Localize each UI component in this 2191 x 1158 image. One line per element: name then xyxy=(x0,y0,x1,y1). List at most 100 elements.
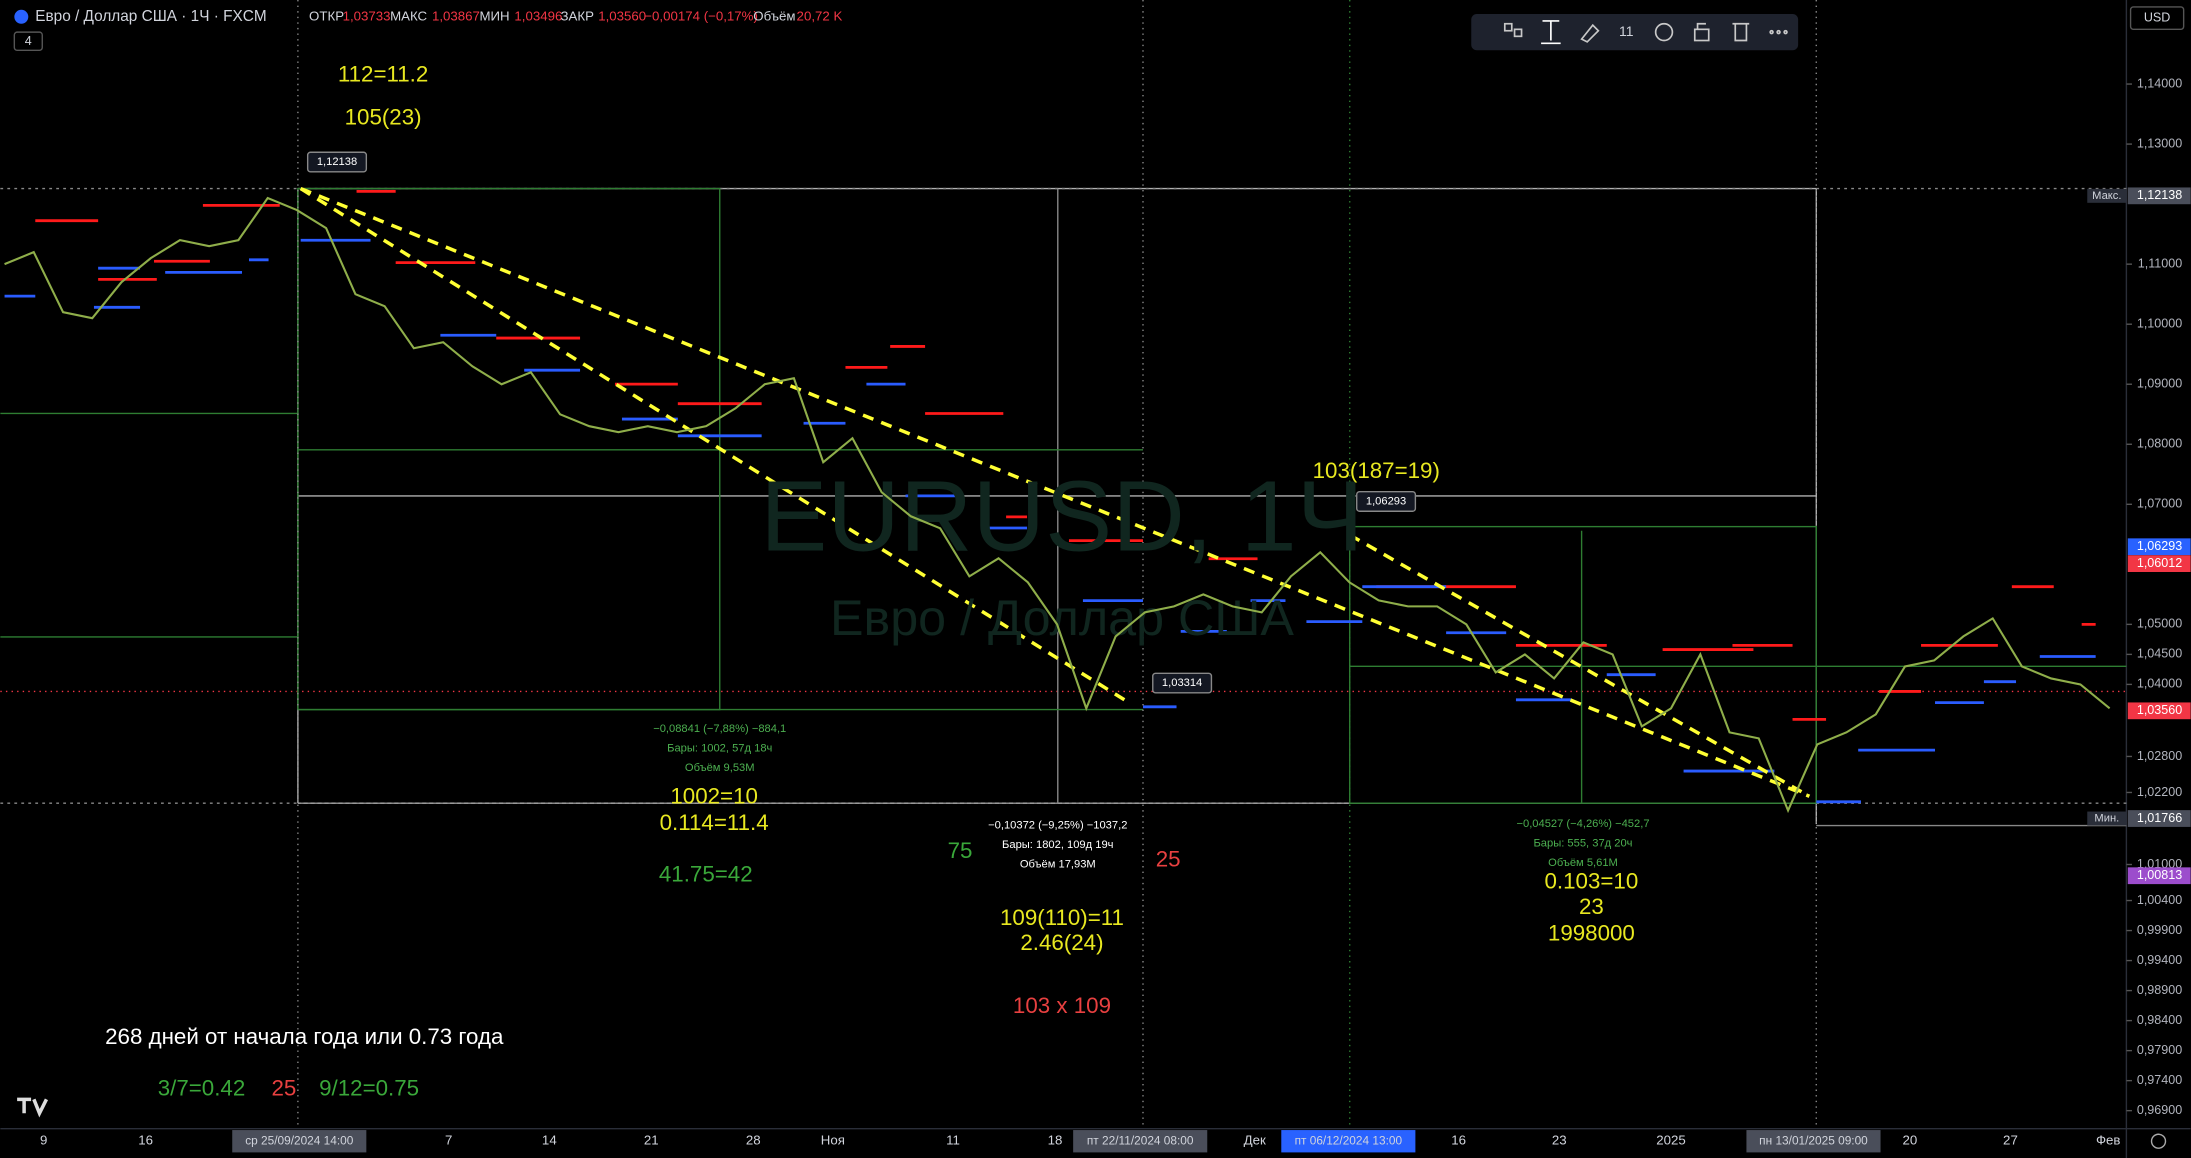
x-tick-label: 16 xyxy=(138,1133,153,1148)
x-tick-label: 7 xyxy=(445,1133,452,1148)
y-tick-label: 0,97400 xyxy=(2137,1073,2182,1087)
drawing-toolbar xyxy=(1471,13,1799,51)
price-badge-label: 1,06293 xyxy=(2137,539,2182,553)
x-highlight xyxy=(1281,1130,1416,1153)
price-badge xyxy=(2127,867,2191,885)
measure-bars: Бары: 1802, 109д 19ч xyxy=(1002,839,1114,851)
y-tick-label: 1,08000 xyxy=(2137,437,2182,451)
price-badge-label: 1,01766 xyxy=(2137,811,2182,825)
settings-icon[interactable] xyxy=(2150,1133,2167,1149)
x-tick-label: 18 xyxy=(1048,1133,1063,1148)
measure-volume: Объём 5,61M xyxy=(1548,857,1618,869)
callout-label: 1,03314 xyxy=(1162,677,1202,689)
measure-box xyxy=(1349,525,1817,804)
y-tick-label: 0,99900 xyxy=(2137,923,2182,937)
y-tick-label: 1,04000 xyxy=(2137,677,2182,691)
measure-bars: Бары: 555, 37д 20ч xyxy=(1533,838,1632,850)
price-tag-label: Макс. xyxy=(2092,190,2121,202)
price-badge xyxy=(2127,538,2191,556)
indicator-badge[interactable] xyxy=(13,31,43,51)
y-tick-label: 1,13000 xyxy=(2137,136,2182,150)
price-badge xyxy=(2127,702,2191,720)
measure-change: −0,08841 (−7,88%) −884,1 xyxy=(653,723,786,735)
logo xyxy=(17,1097,49,1118)
x-tick-label: Дек xyxy=(1244,1133,1266,1148)
toolbar-icons[interactable] xyxy=(1503,20,1788,45)
price-badge xyxy=(2127,810,2191,827)
annotation: 0.114=11.4 xyxy=(660,810,769,835)
annotation: 109(110)=11 xyxy=(1000,905,1124,930)
price-line xyxy=(4,196,2111,814)
watermark-symbol: EURUSD, 1Ч xyxy=(760,460,1363,572)
annotation: 9/12=0.75 xyxy=(319,1075,419,1100)
annotation: 0.103=10 xyxy=(1545,869,1639,894)
annotation: 2.46(24) xyxy=(1020,930,1103,955)
x-tick-label: 16 xyxy=(1451,1133,1466,1148)
annotation: 3/7=0.42 xyxy=(158,1075,246,1100)
y-tick-label: 1,02800 xyxy=(2137,749,2182,763)
annotation: 25 xyxy=(272,1075,297,1100)
currency-button[interactable] xyxy=(2129,6,2185,31)
callout-box xyxy=(306,151,368,173)
x-highlight xyxy=(1746,1130,1881,1153)
measure-volume: Объём 9,53M xyxy=(685,762,755,774)
y-tick-label: 0,96900 xyxy=(2137,1103,2182,1117)
x-highlight xyxy=(232,1130,367,1153)
y-tick-label: 1,07000 xyxy=(2137,497,2182,511)
callout-label: 1,12138 xyxy=(317,156,357,168)
annotation: 105(23) xyxy=(345,105,422,130)
header-volume: 20,72 K xyxy=(797,8,843,23)
x-tick-label: 14 xyxy=(542,1133,557,1148)
y-tick-label: 1,10000 xyxy=(2137,317,2182,331)
annotation: 112=11.2 xyxy=(338,61,428,86)
price-tag xyxy=(2087,811,2127,826)
plot xyxy=(4,196,2111,814)
symbol-icon xyxy=(14,9,29,24)
x-tick-label: Фев xyxy=(2096,1133,2121,1148)
currency[interactable]: USD xyxy=(2144,10,2171,24)
x-tick-label: пт 22/11/2024 08:00 xyxy=(1087,1133,1194,1147)
resistance-steps xyxy=(35,189,2096,721)
header-close-label: ЗАКР xyxy=(561,8,595,23)
header-symbol: Евро / Доллар США · 1Ч · FXCM xyxy=(35,8,266,25)
y-tick-label: 0,98400 xyxy=(2137,1013,2182,1027)
annotation: 25 xyxy=(1156,846,1181,871)
indicator-count: 4 xyxy=(25,34,32,48)
y-tick-label: 1,05000 xyxy=(2137,617,2182,631)
x-tick-label: 28 xyxy=(746,1133,761,1148)
annotation: 1998000 xyxy=(1548,920,1635,945)
annotation: 23 xyxy=(1579,894,1604,919)
x-tick-label: 23 xyxy=(1552,1133,1567,1148)
measure-change: −0,10372 (−9,25%) −1037,2 xyxy=(988,819,1127,831)
x-tick-label: 27 xyxy=(2003,1133,2018,1148)
x-highlight xyxy=(1073,1130,1208,1153)
callout-box xyxy=(1152,672,1213,694)
x-tick-label: Ноя xyxy=(821,1133,845,1148)
trend-lines xyxy=(299,186,1811,798)
y-tick-label: 1,01000 xyxy=(2137,857,2182,871)
annotation: 103 x 109 xyxy=(1013,993,1111,1018)
x-tick-label: пн 13/01/2025 09:00 xyxy=(1759,1133,1868,1147)
y-tick-label: 0,99400 xyxy=(2137,953,2182,967)
y-tick-label: 1,11000 xyxy=(2138,256,2182,270)
price-badge-label: 1,00813 xyxy=(2137,868,2182,882)
header-open-label: ОТКР xyxy=(309,8,344,23)
x-tick-label: ср 25/09/2024 14:00 xyxy=(245,1133,354,1147)
price-badge-label: 1,03560 xyxy=(2137,703,2182,717)
header-low-label: МИН xyxy=(479,8,509,23)
measure-change: −0,04527 (−4,26%) −452,7 xyxy=(1516,818,1649,830)
toolbar-font-size[interactable]: 11 xyxy=(1619,23,1634,39)
support-steps xyxy=(4,238,2096,804)
header-low: 1,03496 xyxy=(514,8,562,23)
y-tick-label: 0,97900 xyxy=(2137,1043,2182,1057)
price-badge-label: 1,06012 xyxy=(2137,556,2182,570)
annotation: 103(187=19) xyxy=(1313,458,1440,483)
header-change: −0,00174 (−0,17%) xyxy=(644,8,758,23)
x-tick-label: пт 06/12/2024 13:00 xyxy=(1295,1133,1403,1147)
annotation: 75 xyxy=(948,838,973,863)
annotation: 41.75=42 xyxy=(659,862,753,887)
x-tick-label: 20 xyxy=(1902,1133,1917,1148)
